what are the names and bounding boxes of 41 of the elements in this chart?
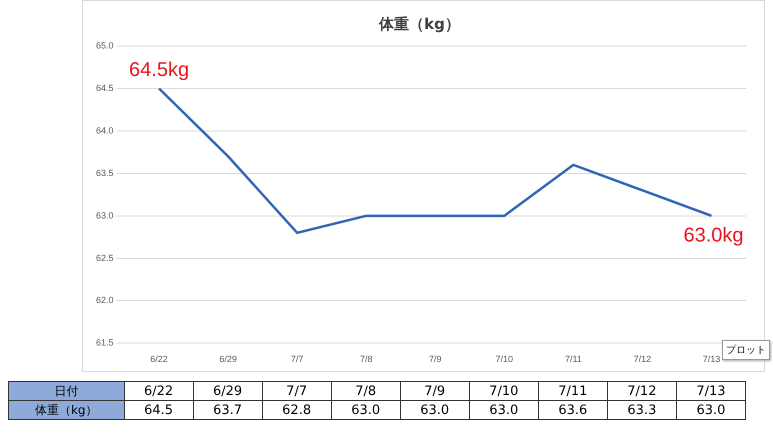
category-label: 7/10 <box>489 384 518 398</box>
data-label: 63.7 <box>193 400 262 420</box>
x-tick-label: 7/10 <box>496 354 514 364</box>
category-label: 7/13 <box>696 384 726 398</box>
data-label: 63.0 <box>676 400 746 420</box>
data-label: 63.0 <box>400 400 470 420</box>
chart-title: 体重（kg） <box>378 14 460 33</box>
x-tick-label: 7/9 <box>429 354 442 364</box>
x-tick-label: 6/29 <box>219 354 237 364</box>
data-label: 63.0 <box>331 400 400 420</box>
y-tick-label: 64.0 <box>96 125 114 136</box>
category-label: 7/9 <box>424 384 446 398</box>
y-tick-label: 65.0 <box>96 40 114 50</box>
data-label: 63.6 <box>538 400 608 420</box>
annotation: 64.5kg <box>129 58 190 81</box>
category-label: 6/29 <box>212 384 242 398</box>
text: プロット <box>722 340 770 360</box>
y-tick-label: 62.0 <box>96 295 114 306</box>
y-tick-label: 64.5 <box>96 82 114 93</box>
text: 体重（kg） <box>8 400 124 420</box>
data-label: 64.5 <box>124 400 194 420</box>
x-axis-title: 日付 <box>8 382 124 400</box>
data-label: 63.0 <box>469 400 538 420</box>
y-tick-label: 63.0 <box>96 210 114 220</box>
x-tick-label: 7/11 <box>564 354 582 364</box>
x-tick-label: 7/13 <box>702 354 720 364</box>
x-tick-label: 7/12 <box>634 354 652 364</box>
y-tick-label: 61.5 <box>96 338 114 348</box>
x-tick-label: 6/22 <box>150 354 168 364</box>
y-tick-label: 62.5 <box>96 252 114 263</box>
data-label: 62.8 <box>262 400 332 420</box>
x-tick-label: 7/7 <box>290 354 304 364</box>
category-label: 6/22 <box>144 384 174 398</box>
y-tick-label: 63.5 <box>96 168 114 178</box>
category-label: 7/12 <box>627 384 656 398</box>
category-label: 7/11 <box>558 384 588 398</box>
category-label: 7/8 <box>355 384 376 398</box>
annotation: 63.0kg <box>683 224 744 246</box>
x-tick-label: 7/8 <box>360 354 372 364</box>
data-label: 63.3 <box>607 400 676 420</box>
category-label: 7/7 <box>286 384 308 398</box>
